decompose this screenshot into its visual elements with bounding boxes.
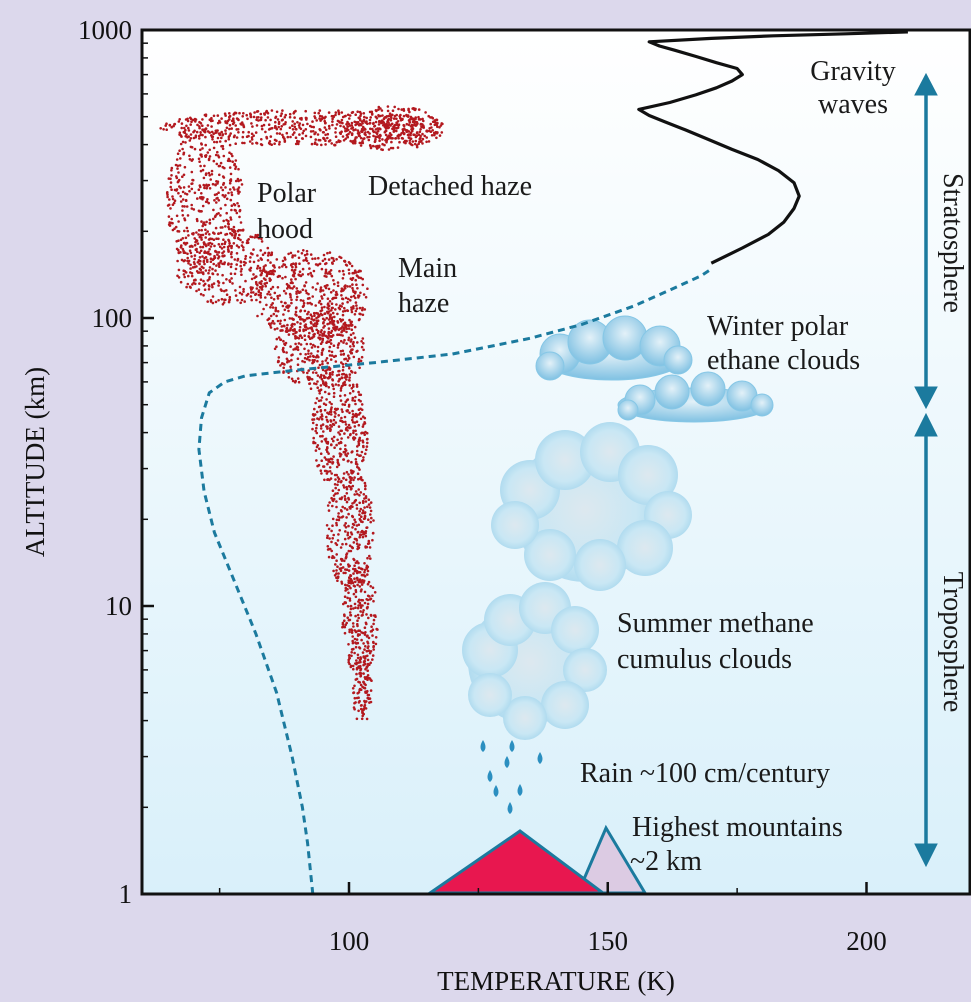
series-dashed-profile: [197, 267, 713, 895]
x-ticks: 100 150 200: [218, 882, 887, 956]
rain-label: Rain ~100 cm/century: [580, 758, 830, 789]
x-tick-label: 200: [846, 926, 887, 956]
rain-drop: [480, 740, 486, 752]
y-tick-label: 1: [119, 879, 133, 909]
methane-cloud-lower: [462, 582, 607, 740]
mountains-label-1: Highest mountains: [632, 812, 843, 843]
mountains-label-2: ~2 km: [630, 846, 702, 877]
methane-clouds-label-1: Summer methane: [617, 608, 814, 639]
troposphere-arrow: [914, 412, 938, 868]
haze-region: [159, 105, 444, 721]
y-tick-label: 1000: [78, 15, 132, 45]
ethane-clouds-label-1: Winter polar: [707, 311, 849, 342]
rain-drop: [493, 785, 499, 797]
polar-hood-label-1: Polar: [257, 178, 317, 209]
ethane-clouds-label-2: ethane clouds: [707, 345, 860, 376]
rain-drop: [507, 802, 513, 814]
axes-frame: [140, 28, 971, 896]
clouds: [462, 315, 774, 740]
main-haze-label-2: haze: [398, 288, 449, 319]
main-haze-label-1: Main: [398, 253, 457, 284]
ethane-cloud-lower: [617, 371, 774, 423]
y-ticks: 1 10 100 1000: [78, 15, 154, 909]
rain-drop: [504, 756, 510, 768]
methane-clouds-label-2: cumulus clouds: [617, 644, 792, 675]
y-tick-label: 100: [92, 303, 133, 333]
x-tick-label: 150: [588, 926, 629, 956]
rain-drop: [509, 740, 515, 752]
stratosphere-arrow: [914, 72, 938, 410]
stratosphere-label: Stratosphere: [937, 173, 968, 313]
gravity-waves-label-1: Gravity: [810, 56, 896, 87]
rain-drop: [517, 784, 523, 796]
rain-drop: [487, 770, 493, 782]
rain-drops: [480, 740, 543, 814]
detached-haze-label: Detached haze: [368, 171, 532, 202]
ethane-cloud-upper: [535, 315, 693, 381]
y-axis-title: ALTITUDE (km): [20, 367, 50, 557]
methane-cloud-upper: [491, 422, 692, 591]
series-measured-profile: [637, 30, 908, 265]
troposphere-label: Troposphere: [937, 572, 968, 713]
x-axis-title: TEMPERATURE (K): [437, 966, 675, 996]
y-tick-label: 10: [105, 591, 132, 621]
polar-hood-label-2: hood: [257, 214, 313, 245]
rain-drop: [537, 752, 543, 764]
gravity-waves-label-2: waves: [818, 89, 888, 120]
x-tick-label: 100: [329, 926, 370, 956]
